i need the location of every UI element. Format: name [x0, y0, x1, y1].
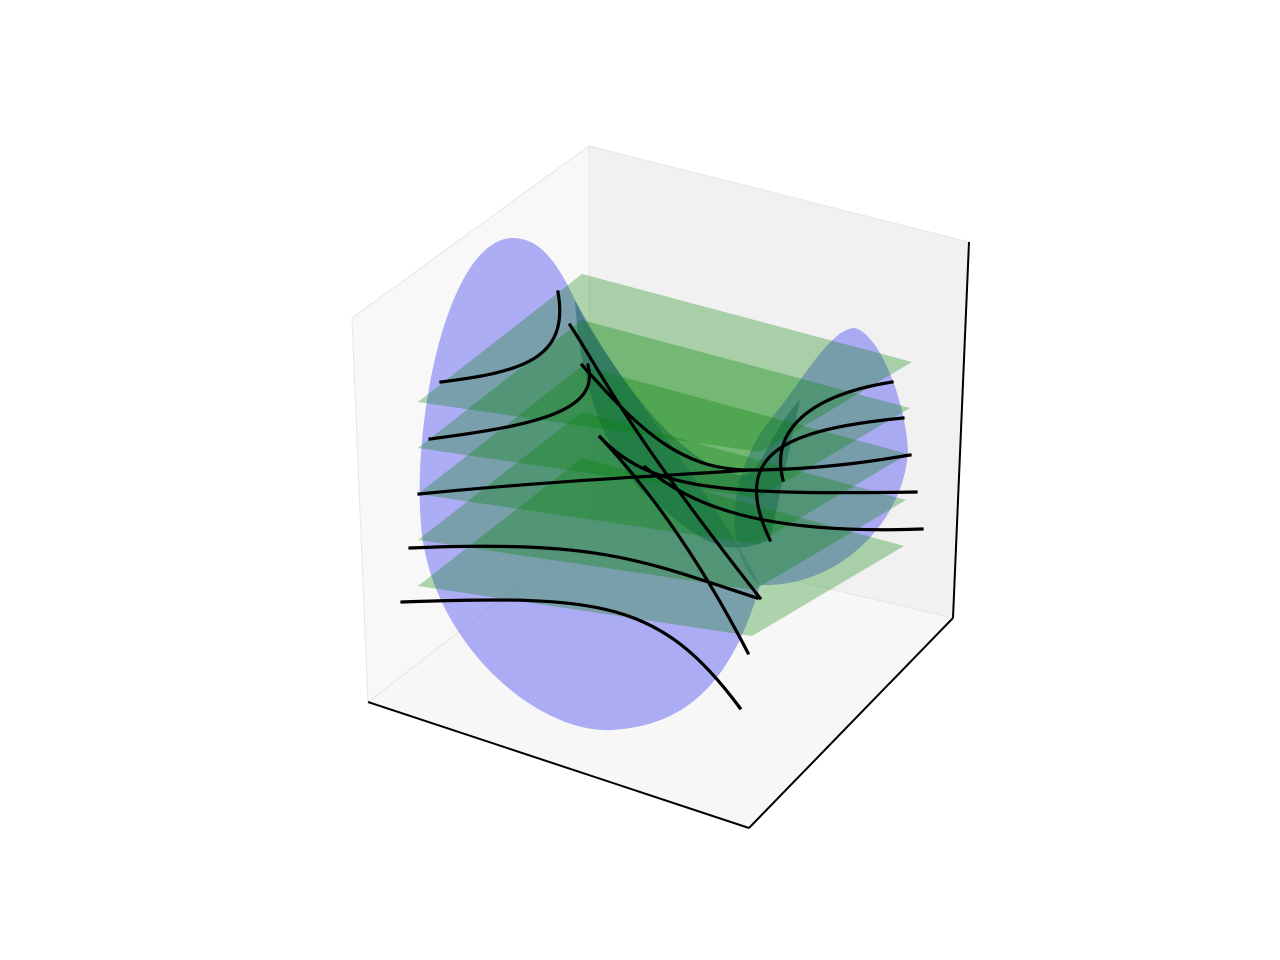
- curve-mid-2: [579, 362, 912, 472]
- surface-back-lobe: [734, 328, 908, 586]
- z-axis-line: [952, 241, 970, 619]
- axes-edges: [367, 241, 970, 829]
- plane-2: [418, 320, 910, 498]
- surface-front-lobe: [419, 238, 760, 731]
- planes-group: [418, 274, 912, 636]
- curve-mid-3: [597, 434, 751, 656]
- surface-valley: [575, 300, 800, 548]
- intersection-curves: [400, 290, 924, 711]
- curve-left-4: [408, 544, 760, 601]
- x-axis-line: [367, 701, 750, 829]
- y-axis-line: [748, 617, 954, 829]
- plane-3: [418, 366, 908, 544]
- curve-left-2: [428, 363, 592, 441]
- curve-right-4: [642, 464, 924, 532]
- curve-left-5: [400, 598, 743, 711]
- plane-5: [418, 458, 904, 636]
- plane-4: [418, 412, 906, 590]
- curve-right-3: [597, 434, 918, 495]
- saddle-surface: [419, 238, 908, 731]
- curve-right-2: [754, 416, 905, 543]
- plane-1: [418, 274, 912, 452]
- curve-left-1: [439, 290, 562, 384]
- curve-right-1: [779, 380, 894, 482]
- curve-left-3: [417, 468, 752, 496]
